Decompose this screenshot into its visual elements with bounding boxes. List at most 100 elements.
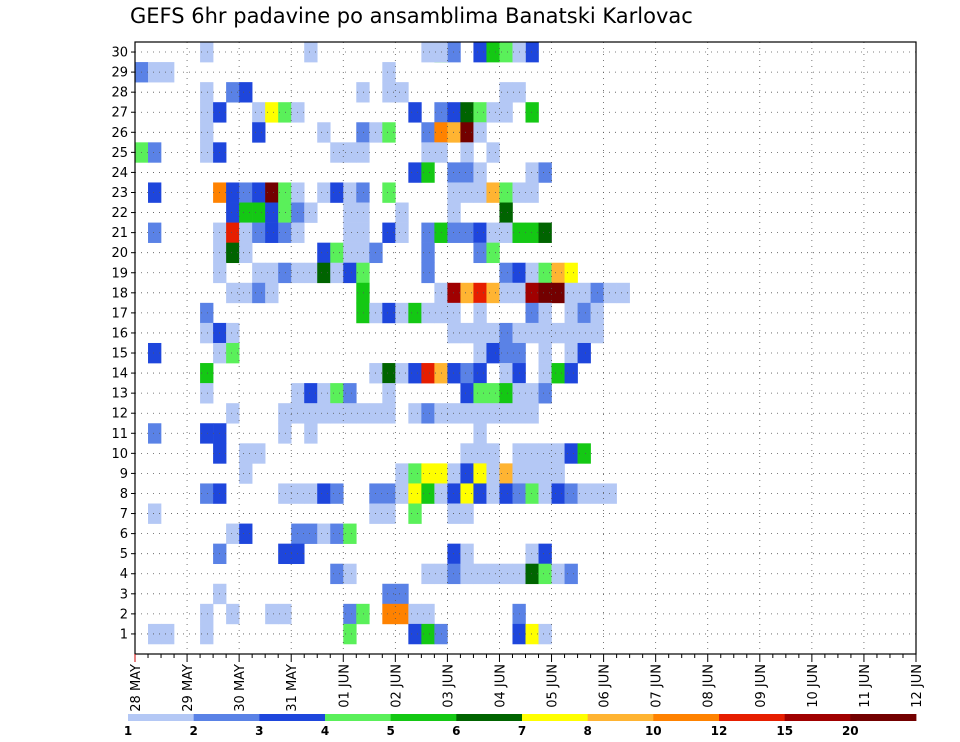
- heatmap-cell: [148, 182, 162, 203]
- heatmap-cell: [226, 242, 240, 264]
- heatmap-cell: [265, 282, 279, 304]
- heatmap-cell: [538, 383, 552, 404]
- heatmap-cell: [356, 282, 370, 304]
- heatmap-cell: [499, 82, 513, 103]
- heatmap-cell: [421, 603, 435, 625]
- heatmap-cell: [538, 623, 552, 645]
- heatmap-cell: [408, 363, 422, 384]
- heatmap-cell: [499, 322, 513, 344]
- heatmap-cell: [239, 523, 253, 544]
- heatmap-cell: [447, 162, 461, 183]
- heatmap-cell: [226, 322, 240, 344]
- heatmap-cell: [447, 102, 461, 123]
- heatmap-cell: [148, 423, 162, 444]
- colorbar-swatch: [719, 714, 786, 721]
- heatmap-cell: [486, 403, 500, 424]
- heatmap-cell: [226, 603, 240, 625]
- heatmap-cell: [200, 483, 214, 504]
- colorbar-swatch: [128, 714, 195, 721]
- x-tick-label: 06 JUN: [598, 664, 613, 708]
- heatmap-cell: [226, 282, 240, 304]
- heatmap-cell: [499, 182, 513, 203]
- colorbar-label: 5: [387, 724, 395, 738]
- heatmap-cell: [564, 483, 578, 504]
- heatmap-cell: [200, 383, 214, 404]
- heatmap-cell: [486, 282, 500, 304]
- heatmap-cell: [577, 483, 591, 504]
- heatmap-cell: [408, 623, 422, 645]
- heatmap-cell: [395, 82, 409, 103]
- heatmap-cell: [226, 342, 240, 364]
- heatmap-cell: [330, 142, 344, 163]
- heatmap-cell: [252, 282, 266, 304]
- heatmap-cell: [148, 623, 162, 645]
- heatmap-cell: [460, 182, 474, 203]
- heatmap-cell: [447, 322, 461, 344]
- heatmap-cell: [317, 483, 331, 504]
- heatmap-cell: [538, 463, 552, 484]
- heatmap-cell: [499, 463, 513, 484]
- heatmap-cell: [486, 483, 500, 504]
- heatmap-cell: [499, 363, 513, 384]
- y-tick-label: 28: [111, 86, 128, 101]
- colorbar-label: 10: [645, 724, 662, 738]
- heatmap-cell: [330, 523, 344, 544]
- heatmap-cell: [278, 102, 292, 123]
- heatmap-cell: [343, 222, 357, 243]
- heatmap-cell: [200, 623, 214, 645]
- y-tick-label: 12: [111, 407, 128, 422]
- colorbar-swatch: [850, 714, 917, 721]
- heatmap-cell: [395, 302, 409, 324]
- heatmap-cell: [564, 282, 578, 304]
- heatmap-cell: [356, 122, 370, 143]
- heatmap-cell: [460, 122, 474, 143]
- heatmap-cell: [421, 242, 435, 264]
- heatmap-cell: [408, 463, 422, 484]
- heatmap-cell: [252, 443, 266, 464]
- heatmap-cell: [447, 483, 461, 504]
- heatmap-cell: [564, 262, 578, 284]
- heatmap-cell: [525, 623, 539, 645]
- heatmap-cell: [486, 222, 500, 243]
- heatmap-cell: [525, 443, 539, 464]
- heatmap-cell: [395, 463, 409, 484]
- y-tick-label: 9: [120, 467, 128, 482]
- heatmap-cell: [499, 102, 513, 123]
- heatmap-cell: [239, 463, 253, 484]
- heatmap-cell: [551, 262, 565, 284]
- heatmap-cell: [265, 182, 279, 203]
- heatmap-cell: [486, 142, 500, 163]
- heatmap-cell: [460, 463, 474, 484]
- heatmap-cell: [421, 363, 435, 384]
- heatmap-cell: [239, 282, 253, 304]
- y-tick-label: 26: [111, 126, 128, 141]
- y-tick-label: 30: [111, 46, 128, 61]
- heatmap-cell: [382, 503, 396, 524]
- heatmap-cell: [473, 342, 487, 364]
- heatmap-cell: [408, 302, 422, 324]
- heatmap-cell: [421, 623, 435, 645]
- heatmap-cell: [317, 523, 331, 544]
- heatmap-cell: [460, 222, 474, 243]
- heatmap-cell: [200, 423, 214, 444]
- heatmap-cell: [447, 563, 461, 585]
- colorbar-swatch: [325, 714, 392, 721]
- x-tick-label: 02 JUN: [389, 664, 404, 708]
- heatmap-cell: [200, 363, 214, 384]
- x-tick-label: 28 MAY: [129, 664, 144, 712]
- heatmap-cell: [538, 302, 552, 324]
- heatmap-cell: [460, 383, 474, 404]
- heatmap-cell: [538, 543, 552, 565]
- heatmap-cell: [239, 202, 253, 223]
- heatmap-cell: [538, 262, 552, 284]
- heatmap-cell: [356, 222, 370, 243]
- heatmap-cell: [382, 383, 396, 404]
- heatmap-cell: [473, 242, 487, 264]
- heatmap-cell: [408, 162, 422, 183]
- heatmap-cell: [200, 42, 214, 63]
- heatmap-cell: [473, 363, 487, 384]
- heatmap-cell: [421, 262, 435, 284]
- heatmap-cell: [538, 342, 552, 364]
- heatmap-cell: [486, 42, 500, 63]
- heatmap-cell: [564, 363, 578, 384]
